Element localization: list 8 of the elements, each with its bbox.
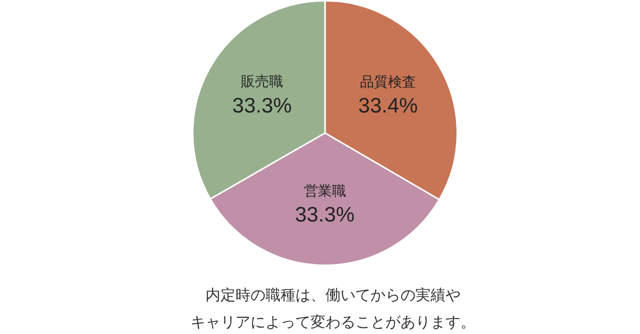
text: キャリアによって変わることがあります。 [190, 312, 476, 333]
slice-label: 営業職 [304, 183, 346, 200]
slice-label: 販売職 [241, 74, 284, 90]
data-label: 33.3% [295, 204, 355, 227]
data-label: 33.4% [358, 94, 418, 118]
slice-label: 品質検査 [360, 74, 416, 90]
data-label: 33.3% [232, 94, 292, 118]
text: 内定時の職種は、働いてからの実績や [204, 285, 462, 306]
